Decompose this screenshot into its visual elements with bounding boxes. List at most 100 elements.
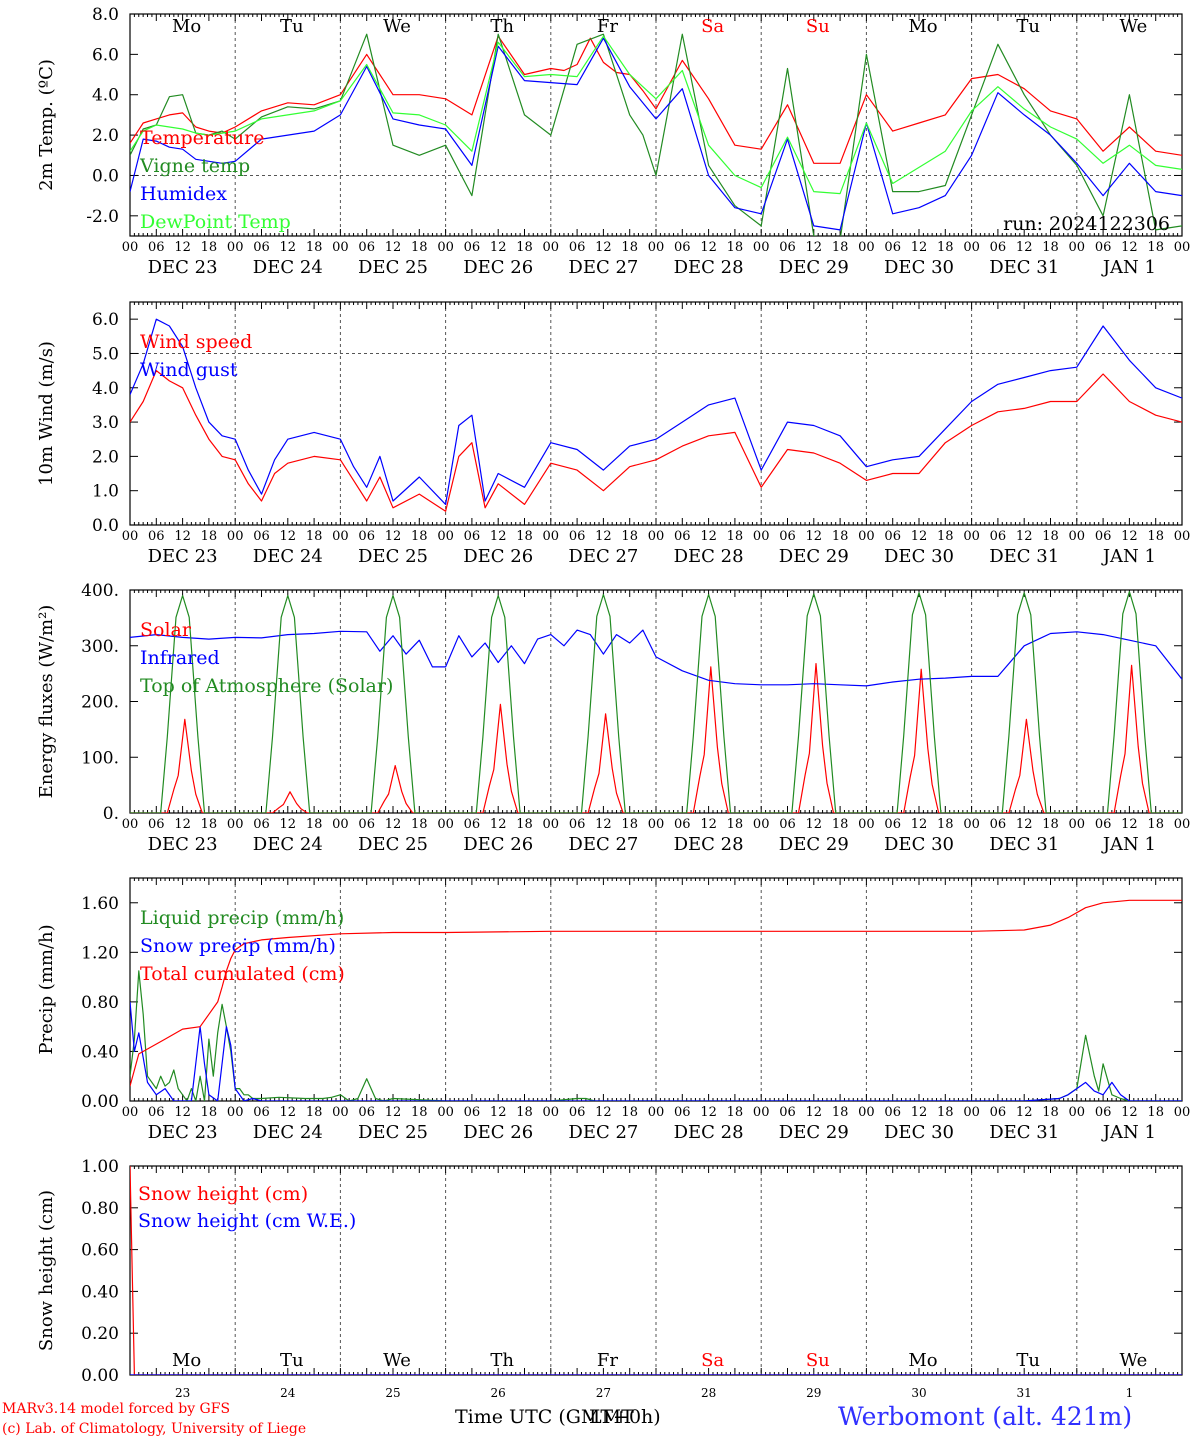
hour-tick-label: 18 [201, 817, 218, 832]
y-tick-label: 2.0 [92, 126, 119, 146]
day-name-label: We [383, 16, 411, 37]
y-tick-label: 0.40 [81, 1282, 119, 1302]
date-label: DEC 27 [568, 257, 638, 278]
date-label: DEC 28 [674, 1122, 744, 1143]
hour-tick-label: 06 [1095, 1105, 1112, 1120]
hour-tick-label: 12 [1016, 1105, 1033, 1120]
hour-tick-label: 18 [516, 1105, 533, 1120]
y-tick-label: 0.0 [92, 166, 119, 186]
hour-tick-label: 12 [385, 240, 402, 255]
day-number-label: 29 [806, 1386, 821, 1400]
hour-tick-label: 00 [963, 529, 980, 544]
legend-entry: Temperature [140, 127, 264, 149]
legend-entry: Total cumulated (cm) [140, 963, 345, 985]
y-axis-label: 2m Temp. (ºC) [36, 59, 57, 191]
hour-tick-label: 06 [884, 529, 901, 544]
series-line-wind-gust [130, 318, 1182, 505]
panel-series [130, 33, 1182, 236]
hour-tick-label: 12 [174, 817, 191, 832]
date-label: DEC 23 [148, 257, 218, 278]
y-tick-label: 4.0 [92, 86, 119, 106]
hour-tick-label: 06 [779, 817, 796, 832]
hour-tick-label: 00 [858, 1105, 875, 1120]
hour-tick-label: 12 [174, 529, 191, 544]
hour-tick-label: 12 [806, 817, 823, 832]
hour-tick-label: 18 [727, 817, 744, 832]
hour-tick-label: 12 [1016, 817, 1033, 832]
date-label: DEC 23 [148, 546, 218, 567]
station-name: Werbomont (alt. 421m) [838, 1402, 1133, 1431]
hour-tick-label: 06 [148, 529, 165, 544]
date-label: DEC 28 [674, 546, 744, 567]
hour-tick-label: 12 [700, 1105, 717, 1120]
date-label: JAN 1 [1101, 834, 1156, 855]
hour-tick-label: 18 [727, 529, 744, 544]
hour-tick-label: 06 [358, 1105, 375, 1120]
hour-tick-label: 00 [122, 529, 139, 544]
hour-tick-label: 18 [411, 817, 428, 832]
hour-tick-label: 12 [911, 1105, 928, 1120]
y-tick-label: 0.0 [92, 516, 119, 536]
y-axis-label: Precip (mm/h) [36, 924, 57, 1054]
hour-tick-label: 06 [674, 240, 691, 255]
series-line-wind-speed [130, 370, 1182, 512]
hour-tick-label: 12 [806, 529, 823, 544]
series-line-top-of-atmosphere-solar [130, 591, 1182, 813]
hour-tick-label: 06 [884, 817, 901, 832]
date-label: DEC 24 [253, 257, 323, 278]
date-label: DEC 25 [358, 546, 428, 567]
hour-tick-label: 00 [543, 529, 560, 544]
hour-tick-label: 18 [621, 817, 638, 832]
hour-tick-label: 12 [1016, 529, 1033, 544]
hour-tick-label: 12 [700, 529, 717, 544]
series-line-total-cumulated-cm [130, 899, 1182, 1087]
date-label: DEC 28 [674, 834, 744, 855]
day-name-label: Tu [1016, 1350, 1040, 1371]
hour-tick-label: 12 [911, 240, 928, 255]
panel-series [130, 591, 1182, 813]
plot-frame [129, 589, 1183, 814]
day-name-label: We [1120, 16, 1148, 37]
hour-tick-label: 00 [648, 240, 665, 255]
date-label: DEC 26 [463, 1122, 533, 1143]
model-credit: MARv3.14 model forced by GFS [2, 1401, 231, 1417]
hour-tick-label: 06 [1095, 240, 1112, 255]
date-label: DEC 25 [358, 834, 428, 855]
hour-tick-label: 18 [516, 817, 533, 832]
date-label: DEC 24 [253, 1122, 323, 1143]
y-axis-label: Snow height (cm) [36, 1190, 57, 1351]
hour-tick-label: 00 [648, 1105, 665, 1120]
legend-entry: Liquid precip (mm/h) [140, 907, 344, 929]
hour-tick-label: 06 [674, 529, 691, 544]
hour-tick-label: 18 [832, 817, 849, 832]
hour-tick-label: 18 [516, 240, 533, 255]
legend-entry: Infrared [140, 647, 220, 669]
hour-tick-label: 06 [674, 817, 691, 832]
date-label: DEC 25 [358, 257, 428, 278]
day-number-label: 27 [596, 1386, 611, 1400]
y-tick-label: 0.00 [81, 1092, 119, 1112]
legend-entry: Vigne temp [139, 155, 250, 177]
hour-tick-label: 00 [858, 817, 875, 832]
hour-tick-label: 06 [253, 240, 270, 255]
hour-tick-label: 12 [595, 529, 612, 544]
hour-tick-label: 00 [543, 1105, 560, 1120]
hour-tick-label: 06 [148, 1105, 165, 1120]
date-label: DEC 31 [989, 1122, 1059, 1143]
legend-entry: Humidex [140, 183, 227, 205]
y-tick-label: 300. [81, 637, 119, 657]
panel-series [130, 899, 1182, 1101]
y-tick-label: 0.00 [81, 1366, 119, 1386]
date-label: JAN 1 [1101, 546, 1156, 567]
hour-tick-label: 00 [753, 240, 770, 255]
hour-tick-label: 00 [1174, 817, 1191, 832]
day-name-label: Th [490, 16, 514, 37]
date-label: DEC 24 [253, 834, 323, 855]
hour-tick-label: 00 [437, 817, 454, 832]
date-label: JAN 1 [1101, 257, 1156, 278]
hour-tick-label: 06 [779, 240, 796, 255]
series-line-infrared [130, 629, 1182, 687]
date-label: DEC 29 [779, 834, 849, 855]
hour-tick-label: 12 [490, 240, 507, 255]
hour-tick-label: 12 [595, 240, 612, 255]
